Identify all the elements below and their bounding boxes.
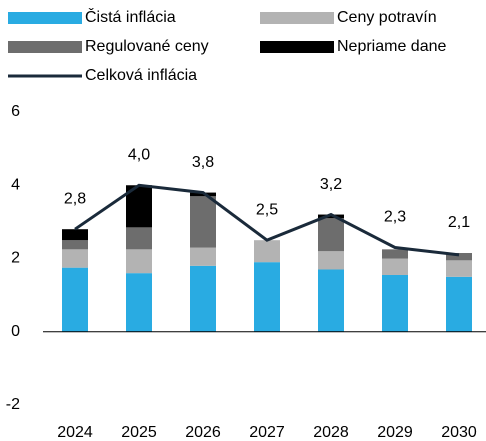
- bar-segment: [446, 276, 472, 332]
- data-label: 3,8: [192, 154, 214, 171]
- y-tick-label: 4: [11, 176, 20, 193]
- bar-segment: [62, 267, 88, 332]
- legend-label: Ceny potravín: [337, 9, 437, 26]
- y-tick-label: 2: [11, 250, 20, 267]
- bar-segment: [382, 249, 408, 259]
- legend-label: Regulované ceny: [85, 38, 209, 55]
- legend-label: Čistá inflácia: [85, 7, 176, 26]
- bar-segment: [318, 218, 344, 252]
- bar-segment: [446, 253, 472, 261]
- data-label: 2,8: [64, 190, 86, 207]
- y-tick-label: 6: [11, 103, 20, 120]
- data-label: 3,2: [320, 176, 342, 193]
- legend-swatch: [260, 12, 334, 24]
- x-tick-label: 2024: [57, 424, 93, 441]
- x-tick-label: 2030: [441, 424, 477, 441]
- bar-segment: [190, 196, 216, 248]
- bar-segment: [190, 247, 216, 266]
- bar-segment: [254, 240, 280, 263]
- bar-segment: [382, 258, 408, 275]
- bar-segment: [254, 262, 280, 332]
- bar-segment: [318, 269, 344, 332]
- x-tick-label: 2025: [121, 424, 157, 441]
- bar-segment: [126, 249, 152, 274]
- bar-segment: [62, 229, 88, 241]
- x-tick-label: 2028: [313, 424, 349, 441]
- bar-segment: [318, 251, 344, 270]
- bar-segment: [382, 274, 408, 332]
- legend-label: Celková inflácia: [85, 67, 197, 84]
- data-label: 2,3: [384, 209, 406, 226]
- bar-segment: [62, 249, 88, 268]
- bar-segment: [126, 227, 152, 250]
- line: [74, 183, 460, 257]
- bar-segment: [318, 214, 344, 219]
- x-tick-label: 2027: [249, 424, 285, 441]
- y-tick-label: -2: [6, 396, 20, 413]
- data-label: 2,5: [256, 201, 278, 218]
- bar-segment: [190, 265, 216, 332]
- bar-segment: [126, 273, 152, 332]
- legend-swatch: [8, 41, 82, 53]
- bar-segment: [62, 240, 88, 250]
- x-tick-label: 2029: [377, 424, 413, 441]
- bar-segment: [446, 260, 472, 277]
- legend-swatch: [8, 12, 82, 24]
- legend-label: Nepriame dane: [337, 38, 447, 55]
- data-label: 4,0: [128, 146, 150, 163]
- x-tick-label: 2026: [185, 424, 221, 441]
- y-tick-label: 0: [11, 323, 20, 340]
- data-label: 2,1: [448, 214, 470, 231]
- legend-swatch: [260, 41, 334, 53]
